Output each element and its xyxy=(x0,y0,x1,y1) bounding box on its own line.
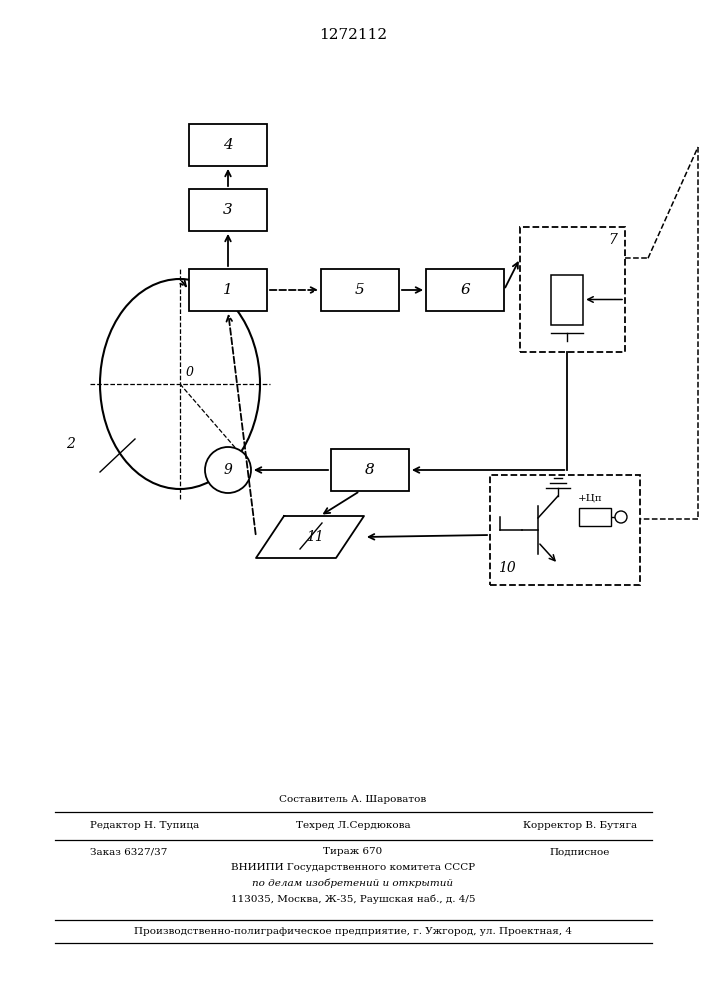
Text: Заказ 6327/37: Заказ 6327/37 xyxy=(90,848,168,856)
Text: по делам изобретений и открытий: по делам изобретений и открытий xyxy=(252,878,453,888)
Text: 2: 2 xyxy=(66,437,74,451)
Bar xyxy=(189,189,267,231)
Text: 1272112: 1272112 xyxy=(319,28,387,42)
Bar xyxy=(579,508,611,526)
Ellipse shape xyxy=(100,279,260,489)
Text: 1: 1 xyxy=(223,283,233,297)
Bar xyxy=(331,449,409,491)
Text: Техред Л.Сердюкова: Техред Л.Сердюкова xyxy=(296,822,410,830)
Text: 6: 6 xyxy=(460,283,470,297)
Bar xyxy=(551,274,583,324)
Text: +Цп: +Цп xyxy=(578,494,602,503)
Text: Подписное: Подписное xyxy=(550,848,610,856)
Circle shape xyxy=(205,447,251,493)
Text: Производственно-полиграфическое предприятие, г. Ужгород, ул. Проектная, 4: Производственно-полиграфическое предприя… xyxy=(134,928,572,936)
Bar xyxy=(321,269,399,311)
Text: 0: 0 xyxy=(186,365,194,378)
Text: 10: 10 xyxy=(498,561,515,575)
Text: 113035, Москва, Ж-35, Раушская наб., д. 4/5: 113035, Москва, Ж-35, Раушская наб., д. … xyxy=(230,894,475,904)
Text: 11: 11 xyxy=(306,530,324,544)
Circle shape xyxy=(615,511,627,523)
Bar xyxy=(189,269,267,311)
Text: 3: 3 xyxy=(223,203,233,217)
Text: Тираж 670: Тираж 670 xyxy=(323,848,382,856)
Text: 7: 7 xyxy=(608,233,617,247)
Bar xyxy=(490,475,640,585)
Bar xyxy=(520,227,625,352)
Text: Корректор В. Бутяга: Корректор В. Бутяга xyxy=(523,822,637,830)
Bar xyxy=(189,124,267,166)
Text: Составитель А. Шароватов: Составитель А. Шароватов xyxy=(279,795,426,804)
Text: 9: 9 xyxy=(223,463,233,477)
Bar xyxy=(426,269,504,311)
Text: 8: 8 xyxy=(365,463,375,477)
Text: ВНИИПИ Государственного комитета СССР: ВНИИПИ Государственного комитета СССР xyxy=(231,862,475,871)
Text: 5: 5 xyxy=(355,283,365,297)
Text: 4: 4 xyxy=(223,138,233,152)
Text: Редактор Н. Тупица: Редактор Н. Тупица xyxy=(90,822,199,830)
